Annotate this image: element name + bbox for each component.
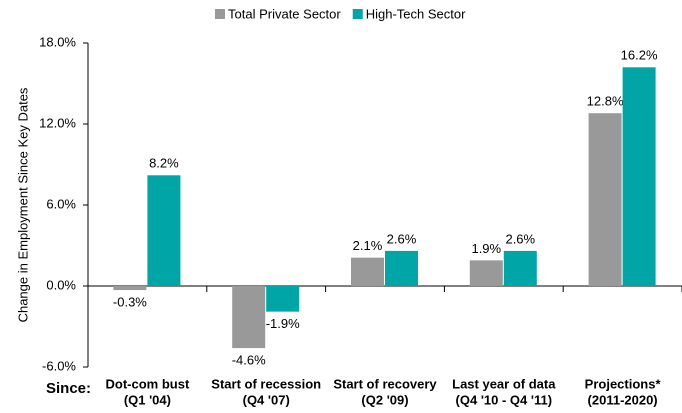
y-tick-label: 18.0% xyxy=(39,34,76,49)
y-tick-label: 0.0% xyxy=(46,277,76,292)
bar xyxy=(232,286,266,349)
x-tick-label: (Q4 '10 - Q4 '11) xyxy=(456,392,553,407)
data-label: 2.1% xyxy=(353,238,383,253)
data-label: -0.3% xyxy=(113,294,147,309)
legend-swatch xyxy=(352,9,363,19)
data-label: -1.9% xyxy=(266,316,300,331)
x-tick-label: (2011-2020) xyxy=(588,392,658,407)
x-tick-label: (Q2 '09) xyxy=(361,392,408,407)
y-tick-label: 12.0% xyxy=(39,115,76,130)
x-tick-label: (Q1 '04) xyxy=(124,392,171,407)
legend-label: High-Tech Sector xyxy=(366,6,466,21)
legend-label: Total Private Sector xyxy=(228,6,341,21)
x-tick-label: (Q4 '07) xyxy=(243,392,290,407)
y-tick-label: 6.0% xyxy=(46,196,76,211)
bar xyxy=(266,286,300,312)
bar xyxy=(351,257,384,286)
bar xyxy=(588,113,622,286)
x-tick-label: Projections* xyxy=(585,376,662,391)
legend-swatch xyxy=(215,9,225,19)
bar xyxy=(503,250,537,286)
bar xyxy=(147,175,181,286)
data-label: 16.2% xyxy=(621,48,658,63)
data-label: -4.6% xyxy=(232,353,266,368)
y-tick-label: -6.0% xyxy=(42,358,76,373)
data-label: 8.2% xyxy=(149,156,179,171)
bar xyxy=(113,286,147,291)
data-label: 2.6% xyxy=(505,231,535,246)
bar xyxy=(385,250,418,286)
x-tick-label: Last year of data xyxy=(452,376,556,391)
data-label: 1.9% xyxy=(471,241,501,256)
data-label: 2.6% xyxy=(387,231,417,246)
x-tick-label: Dot-com bust xyxy=(106,376,190,391)
x-tick-label: Start of recession xyxy=(211,376,321,391)
x-axis-label: Since: xyxy=(46,380,91,397)
bar xyxy=(622,67,656,286)
y-axis-label: Change in Employment Since Key Dates xyxy=(15,87,30,322)
data-label: 12.8% xyxy=(587,94,624,109)
bar xyxy=(469,260,503,286)
x-tick-label: Start of recovery xyxy=(333,376,437,391)
